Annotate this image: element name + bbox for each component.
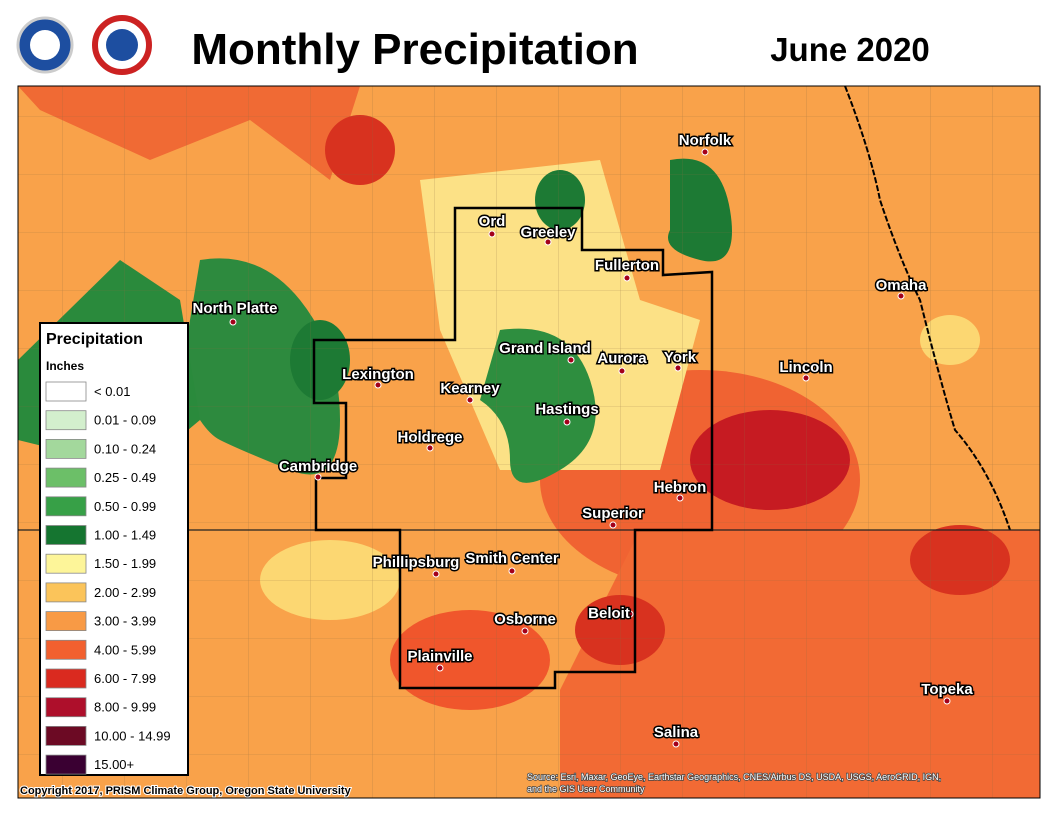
city-dot [314, 473, 322, 481]
legend-swatch [45, 754, 87, 775]
city-label: Norfolk [679, 132, 732, 149]
city-label: Beloit [588, 605, 630, 622]
footer: Copyright 2017, PRISM Climate Group, Ore… [19, 771, 942, 798]
city-dot [943, 697, 951, 705]
city-dot [897, 292, 905, 300]
legend-swatch [45, 381, 87, 402]
city-dot [508, 567, 516, 575]
legend-swatch [45, 553, 87, 574]
city-dot [672, 740, 680, 748]
city-label: Hebron [654, 479, 707, 496]
city-dot [626, 610, 634, 618]
legend-label: 8.00 - 9.99 [94, 700, 156, 715]
legend-label: 6.00 - 7.99 [94, 671, 156, 686]
legend-swatch [45, 410, 87, 431]
city-label: Greeley [520, 224, 576, 241]
legend: Precipitation Inches < 0.01 0.01 - 0.09 0.… [39, 322, 189, 776]
city-label: Aurora [597, 350, 647, 367]
city-dot [374, 381, 382, 389]
office-boundary [312, 206, 714, 690]
city-dot [544, 238, 552, 246]
title: Monthly Precipitation [191, 25, 638, 74]
city-label: Omaha [876, 277, 928, 294]
city-dot [521, 627, 529, 635]
city-dot [676, 494, 684, 502]
legend-swatch [45, 582, 87, 603]
city-label: Cambridge [279, 458, 357, 475]
city-label: Plainville [407, 648, 472, 665]
city-dot [436, 664, 444, 672]
noaa-logo-center [30, 30, 60, 60]
legend-swatch [45, 467, 87, 488]
city-dot [488, 230, 496, 238]
city-label: Hastings [535, 401, 598, 418]
city-label: Osborne [494, 611, 556, 628]
city-dot [623, 274, 631, 282]
city-label: Ord [479, 213, 506, 230]
city-dot [609, 521, 617, 529]
legend-title: Precipitation [46, 331, 143, 348]
legend-label: 1.50 - 1.99 [94, 556, 156, 571]
legend-swatch [45, 611, 87, 631]
city-dot [466, 396, 474, 404]
city-dot [432, 570, 440, 578]
legend-label: 2.00 - 2.99 [94, 585, 156, 600]
header: Monthly Precipitation June 2020 [16, 15, 930, 75]
city-label: Holdrege [397, 429, 462, 446]
legend-label: 0.25 - 0.49 [94, 470, 156, 485]
legend-label: 4.00 - 5.99 [94, 642, 156, 657]
legend-swatch [45, 496, 87, 517]
legend-swatch [45, 726, 87, 746]
legend-swatch [45, 639, 87, 660]
legend-label: 1.00 - 1.49 [94, 528, 156, 543]
city-dot [229, 318, 237, 326]
city-label: Fullerton [595, 257, 659, 274]
city-label: Superior [582, 505, 644, 522]
city-label: Kearney [440, 380, 500, 397]
nws-logo-center [106, 29, 138, 61]
copyright: Copyright 2017, PRISM Climate Group, Ore… [20, 785, 352, 797]
legend-label: 15.00+ [94, 757, 134, 772]
city-label: Smith Center [465, 550, 559, 567]
city-dot [567, 356, 575, 364]
city-label: Phillipsburg [373, 554, 460, 571]
legend-swatch [45, 697, 87, 718]
legend-swatch [45, 438, 87, 459]
legend-label: 0.01 - 0.09 [94, 413, 156, 428]
city-dot [701, 148, 709, 156]
city-dot [618, 367, 626, 375]
city-label: Lexington [342, 366, 414, 383]
map-frame [17, 85, 1041, 799]
legend-swatch [45, 668, 87, 689]
city-dot [563, 418, 571, 426]
river [844, 85, 1011, 531]
legend-swatch [45, 525, 87, 545]
city-dot [802, 374, 810, 382]
legend-label: 10.00 - 14.99 [94, 728, 171, 743]
source: Source: Esri, Maxar, GeoEye, Earthstar G… [527, 772, 941, 782]
legend-label: 3.00 - 3.99 [94, 614, 156, 629]
date: June 2020 [770, 31, 930, 68]
city-label: Salina [654, 724, 699, 741]
city-dot [674, 364, 682, 372]
city-dot [426, 444, 434, 452]
city-label: Lincoln [779, 359, 832, 376]
legend-label: 0.50 - 0.99 [94, 499, 156, 514]
legend-label: 0.10 - 0.24 [94, 441, 156, 456]
legend-units: Inches [46, 359, 84, 373]
legend-label: < 0.01 [94, 384, 131, 399]
city-label: North Platte [192, 300, 277, 317]
city-label: Grand Island [499, 340, 591, 357]
source: and the GIS User Community [527, 784, 645, 794]
cities: North Platte Lexington Kearney Holdrege … [191, 131, 975, 748]
city-label: York [664, 349, 697, 366]
city-label: Topeka [921, 681, 973, 698]
